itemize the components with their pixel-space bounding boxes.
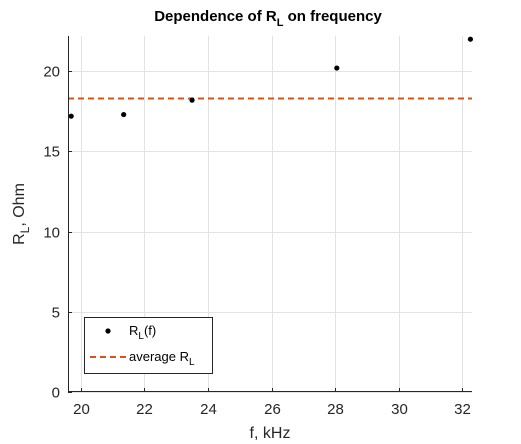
x-tick-label: 32 [454,401,471,418]
legend-label-points: RL(f) [129,323,156,342]
chart-title: Dependence of RL on frequency [154,8,382,29]
data-point [189,97,195,103]
data-point [467,36,474,42]
y-tick-label: 5 [52,305,60,322]
x-ticks: 20 22 24 26 28 30 32 [73,388,471,418]
x-tick-label: 20 [73,401,90,418]
data-point [68,113,74,119]
legend: RL(f) average RL [84,317,213,374]
data-points-layer [68,36,474,119]
y-tick-label: 15 [43,144,60,161]
x-axis-label: f, kHz [250,425,291,442]
x-tick-label: 24 [200,401,217,418]
legend-marker-points [105,328,111,334]
data-point [334,65,340,71]
x-tick-label: 26 [264,401,281,418]
y-tick-label: 10 [43,225,60,242]
y-tick-label: 0 [52,385,60,402]
data-point [121,111,127,118]
y-ticks: 0 5 10 15 20 [43,64,72,402]
x-tick-label: 22 [136,401,153,418]
x-tick-label: 30 [391,401,408,418]
y-tick-label: 20 [43,64,60,81]
legend-box [84,317,213,374]
x-tick-label: 28 [327,401,344,418]
legend-label-average: average RL [129,349,195,368]
y-axis-label: RL, Ohm [11,183,32,245]
